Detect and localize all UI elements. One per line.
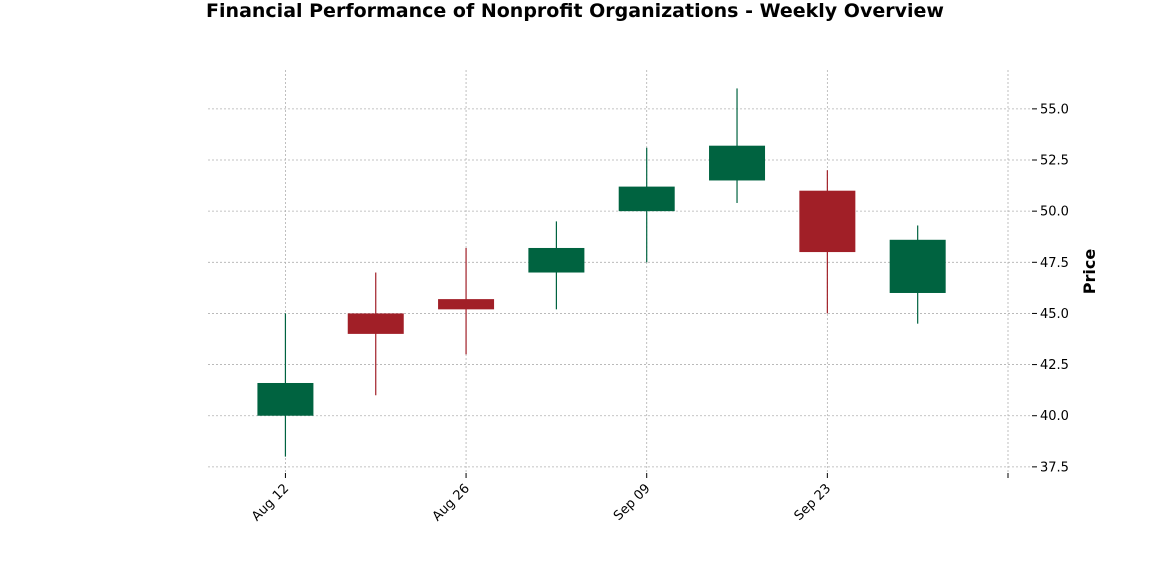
y-axis: 37.5 40.0 42.5 45.0 47.5 50.0 52.5 55.0 (1032, 102, 1069, 475)
y-tick-label: 55.0 (1040, 102, 1069, 117)
candle-body-up (709, 145, 766, 181)
candles-layer (257, 88, 946, 457)
candle-body-up (618, 186, 675, 212)
x-axis: Aug 12 Aug 26 Sep 09 Sep 23 (249, 473, 1009, 524)
y-tick-label: 47.5 (1040, 256, 1069, 271)
x-tick-label: Sep 09 (611, 481, 654, 524)
x-tick-label: Aug 12 (249, 481, 292, 524)
y-axis-label: Price (1080, 249, 1099, 295)
y-tick-label: 37.5 (1040, 460, 1069, 475)
chart-title: Financial Performance of Nonprofit Organ… (206, 0, 944, 22)
y-tick-label: 40.0 (1040, 409, 1069, 424)
candle-body-up (889, 239, 946, 293)
y-tick-label: 50.0 (1040, 205, 1069, 220)
y-tick-label: 45.0 (1040, 307, 1069, 322)
x-tick-label: Sep 23 (792, 481, 835, 524)
x-tick-label: Aug 26 (430, 481, 473, 524)
candle-body-up (257, 382, 314, 416)
candle-body-down (799, 190, 856, 253)
y-tick-label: 52.5 (1040, 154, 1069, 169)
candle-body-down (438, 299, 495, 310)
candle-body-down (347, 313, 404, 334)
y-tick-label: 42.5 (1040, 358, 1069, 373)
candle-body-up (528, 247, 585, 273)
